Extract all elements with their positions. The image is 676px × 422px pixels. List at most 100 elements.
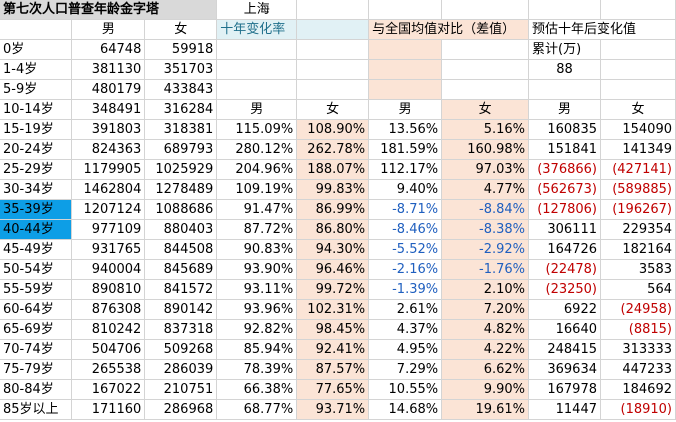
female-count-cell[interactable]: 841572 [144, 279, 218, 301]
female-change-rate-cell[interactable]: 108.90% [296, 119, 370, 141]
female-count-cell[interactable]: 890142 [144, 299, 218, 321]
subheader-female-cell[interactable]: 女 [600, 99, 676, 121]
female-count-cell[interactable]: 509268 [144, 339, 218, 361]
male-forecast-cell[interactable]: (562673) [528, 179, 601, 201]
cumulative-value-cell[interactable]: 88 [528, 59, 601, 81]
empty-cell[interactable] [0, 19, 73, 41]
male-count-cell[interactable]: 876308 [71, 299, 146, 321]
male-change-rate-cell[interactable]: 66.38% [216, 379, 298, 401]
empty-cell[interactable] [368, 39, 443, 61]
female-national-diff-cell[interactable]: 7.20% [441, 299, 530, 321]
male-national-diff-cell[interactable]: 13.56% [368, 119, 443, 141]
subheader-male-cell[interactable]: 男 [528, 99, 601, 121]
male-count-cell[interactable]: 171160 [71, 399, 146, 421]
male-forecast-cell[interactable]: 369634 [528, 359, 601, 381]
empty-cell[interactable] [216, 39, 298, 61]
male-count-cell[interactable]: 977109 [71, 219, 146, 241]
male-count-cell[interactable]: 1179905 [71, 159, 146, 181]
region-cell[interactable]: 上海 [216, 0, 298, 21]
female-count-cell[interactable]: 880403 [144, 219, 218, 241]
female-forecast-cell[interactable]: 141349 [600, 139, 676, 161]
female-count-cell[interactable]: 210751 [144, 379, 218, 401]
male-national-diff-cell[interactable]: -8.71% [368, 199, 443, 221]
age-group-cell[interactable]: 20-24岁 [0, 139, 73, 161]
subheader-female-cell[interactable]: 女 [441, 99, 530, 121]
age-group-cell[interactable]: 0岁 [0, 39, 73, 61]
female-national-diff-cell[interactable]: 4.77% [441, 179, 530, 201]
male-national-diff-cell[interactable]: -1.39% [368, 279, 443, 301]
male-change-rate-cell[interactable]: 78.39% [216, 359, 298, 381]
female-forecast-cell[interactable]: 154090 [600, 119, 676, 141]
female-change-rate-cell[interactable]: 92.41% [296, 339, 370, 361]
subheader-male-cell[interactable]: 男 [368, 99, 443, 121]
male-change-rate-cell[interactable]: 91.47% [216, 199, 298, 221]
empty-cell[interactable] [216, 79, 298, 101]
age-group-cell[interactable]: 55-59岁 [0, 279, 73, 301]
female-forecast-cell[interactable]: (18910) [600, 399, 676, 421]
male-national-diff-cell[interactable]: -5.52% [368, 239, 443, 261]
male-forecast-cell[interactable]: 160835 [528, 119, 601, 141]
female-national-diff-cell[interactable]: 4.82% [441, 319, 530, 341]
female-forecast-cell[interactable]: 229354 [600, 219, 676, 241]
male-national-diff-cell[interactable]: 2.61% [368, 299, 443, 321]
male-change-rate-cell[interactable]: 93.90% [216, 259, 298, 281]
male-forecast-cell[interactable]: 164726 [528, 239, 601, 261]
age-group-cell[interactable]: 50-54岁 [0, 259, 73, 281]
female-national-diff-cell[interactable]: -8.38% [441, 219, 530, 241]
header-male-cell[interactable]: 男 [71, 19, 146, 41]
age-group-cell[interactable]: 45-49岁 [0, 239, 73, 261]
male-forecast-cell[interactable]: 248415 [528, 339, 601, 361]
male-change-rate-cell[interactable]: 90.83% [216, 239, 298, 261]
female-change-rate-cell[interactable]: 87.57% [296, 359, 370, 381]
male-national-diff-cell[interactable]: 112.17% [368, 159, 443, 181]
male-change-rate-cell[interactable]: 68.77% [216, 399, 298, 421]
female-count-cell[interactable]: 433843 [144, 79, 218, 101]
male-change-rate-cell[interactable]: 92.82% [216, 319, 298, 341]
male-forecast-cell[interactable]: (23250) [528, 279, 601, 301]
male-count-cell[interactable]: 810242 [71, 319, 146, 341]
age-group-cell[interactable]: 60-64岁 [0, 299, 73, 321]
male-change-rate-cell[interactable]: 93.96% [216, 299, 298, 321]
male-change-rate-cell[interactable]: 109.19% [216, 179, 298, 201]
age-group-cell[interactable]: 25-29岁 [0, 159, 73, 181]
female-count-cell[interactable]: 318381 [144, 119, 218, 141]
empty-cell[interactable] [441, 39, 530, 61]
female-national-diff-cell[interactable]: -1.76% [441, 259, 530, 281]
male-national-diff-cell[interactable]: 7.29% [368, 359, 443, 381]
male-forecast-cell[interactable]: 11447 [528, 399, 601, 421]
male-forecast-cell[interactable]: 167978 [528, 379, 601, 401]
female-national-diff-cell[interactable]: 6.62% [441, 359, 530, 381]
header-forecast-cell[interactable]: 预估十年后变化值 [528, 19, 676, 41]
female-forecast-cell[interactable]: (196267) [600, 199, 676, 221]
male-count-cell[interactable]: 1207124 [71, 199, 146, 221]
subheader-male-cell[interactable]: 男 [216, 99, 298, 121]
empty-cell[interactable] [441, 59, 530, 81]
empty-cell[interactable] [600, 0, 676, 21]
female-change-rate-cell[interactable]: 102.31% [296, 299, 370, 321]
male-count-cell[interactable]: 824363 [71, 139, 146, 161]
female-forecast-cell[interactable]: (24958) [600, 299, 676, 321]
male-change-rate-cell[interactable]: 204.96% [216, 159, 298, 181]
male-national-diff-cell[interactable]: -8.46% [368, 219, 443, 241]
female-count-cell[interactable]: 845689 [144, 259, 218, 281]
female-national-diff-cell[interactable]: 2.10% [441, 279, 530, 301]
male-forecast-cell[interactable]: (127806) [528, 199, 601, 221]
age-group-cell[interactable]: 85岁以上 [0, 399, 73, 421]
female-change-rate-cell[interactable]: 77.65% [296, 379, 370, 401]
female-count-cell[interactable]: 844508 [144, 239, 218, 261]
empty-cell[interactable] [600, 79, 676, 101]
female-forecast-cell[interactable]: 184692 [600, 379, 676, 401]
female-change-rate-cell[interactable]: 86.99% [296, 199, 370, 221]
male-forecast-cell[interactable]: (376866) [528, 159, 601, 181]
female-forecast-cell[interactable]: 313333 [600, 339, 676, 361]
male-count-cell[interactable]: 504706 [71, 339, 146, 361]
female-count-cell[interactable]: 1088686 [144, 199, 218, 221]
male-national-diff-cell[interactable]: 10.55% [368, 379, 443, 401]
male-national-diff-cell[interactable]: -2.16% [368, 259, 443, 281]
female-count-cell[interactable]: 689793 [144, 139, 218, 161]
female-national-diff-cell[interactable]: -2.92% [441, 239, 530, 261]
empty-cell[interactable] [600, 59, 676, 81]
male-forecast-cell[interactable]: 151841 [528, 139, 601, 161]
female-forecast-cell[interactable]: (427141) [600, 159, 676, 181]
